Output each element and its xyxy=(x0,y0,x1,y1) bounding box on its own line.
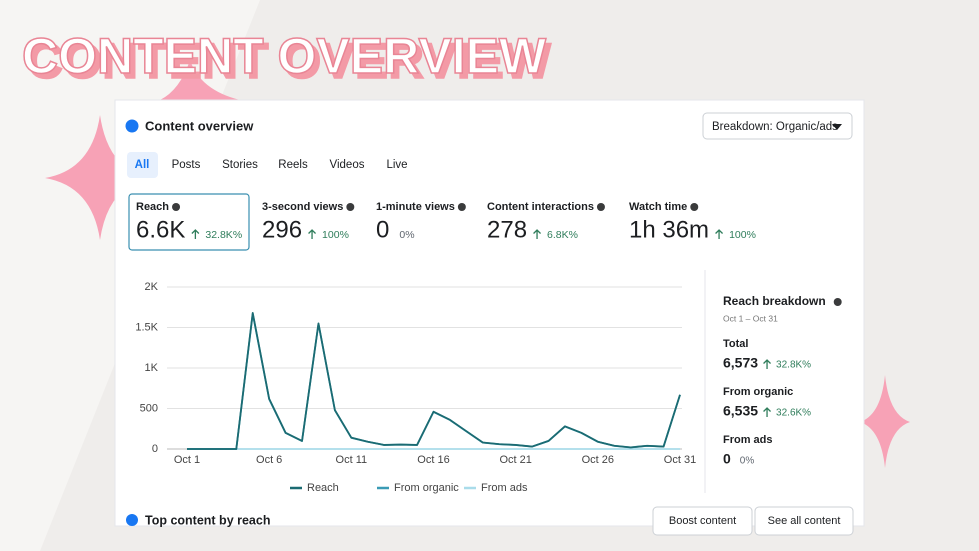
footer-button-label: Boost content xyxy=(669,515,736,527)
info-icon xyxy=(690,203,699,211)
metric-change: 6.8K% xyxy=(547,229,578,241)
sparkle xyxy=(45,115,150,240)
info-icon xyxy=(457,203,466,211)
footer-button-label: See all content xyxy=(768,515,841,527)
tab[interactable]: Live xyxy=(386,159,407,171)
x-tick-label: Oct 16 xyxy=(417,454,449,466)
footer-button[interactable] xyxy=(754,506,854,536)
x-tick-label: Oct 11 xyxy=(336,454,368,466)
tab[interactable]: Posts xyxy=(172,159,201,171)
metric-value: 6.6K xyxy=(136,216,185,243)
line-series xyxy=(187,312,681,450)
banner-title: CONTENT OVERVIEW xyxy=(22,28,547,84)
metric-change: 100% xyxy=(729,229,756,241)
legend-label: From ads xyxy=(481,482,528,494)
sparkle xyxy=(860,375,910,468)
x-tick-label: Oct 1 xyxy=(174,454,200,466)
legend-label: Reach xyxy=(307,482,339,494)
tab[interactable]: Stories xyxy=(222,159,258,171)
fb-icon xyxy=(126,514,138,526)
metric-label[interactable]: Watch time xyxy=(629,201,687,213)
x-tick-label: Oct 21 xyxy=(499,454,531,466)
footer-button[interactable] xyxy=(652,506,753,536)
up-arrow xyxy=(763,407,772,417)
fb-icon xyxy=(125,119,139,133)
breakdown-title: Reach breakdown xyxy=(723,294,826,308)
up-arrow xyxy=(533,229,542,239)
up-arrow xyxy=(308,229,317,239)
y-tick-label: 500 xyxy=(140,402,158,414)
x-tick-label: Oct 26 xyxy=(582,454,614,466)
info-icon xyxy=(833,298,842,306)
info-icon xyxy=(172,203,181,211)
metric-value: 296 xyxy=(262,216,302,243)
metric-label[interactable]: Content interactions xyxy=(487,201,594,213)
metric-change: 0% xyxy=(399,229,414,241)
footer-title: Top content by reach xyxy=(145,513,270,527)
y-tick-label: 2K xyxy=(145,281,159,293)
panel-title: Content overview xyxy=(145,118,254,133)
metric-value: 1h 36m xyxy=(629,216,709,243)
metric-value: 0 xyxy=(376,216,389,243)
tab[interactable]: Videos xyxy=(330,159,365,171)
x-tick-label: Oct 31 xyxy=(664,454,696,466)
legend-label: From organic xyxy=(394,482,459,494)
breakdown-value: 6,535 xyxy=(723,403,758,419)
up-arrow xyxy=(191,229,200,239)
metric-label[interactable]: 3-second views xyxy=(262,201,343,213)
card xyxy=(114,99,865,527)
tab[interactable]: All xyxy=(135,159,150,171)
metric-change: 32.8K% xyxy=(205,229,242,241)
metric-change: 100% xyxy=(322,229,349,241)
y-tick-label: 0 xyxy=(152,443,158,455)
y-tick-label: 1K xyxy=(145,362,159,374)
info-icon xyxy=(346,203,355,211)
x-tick-label: Oct 6 xyxy=(256,454,282,466)
up-arrow xyxy=(715,229,724,239)
tab-active-bg xyxy=(127,152,158,178)
breakdown-value: 6,573 xyxy=(723,355,758,371)
up-arrow xyxy=(763,359,772,369)
info-icon xyxy=(596,203,605,211)
metric-label[interactable]: 1-minute views xyxy=(376,201,455,213)
tab[interactable]: Reels xyxy=(278,159,308,171)
breakdown-label: From organic xyxy=(723,386,793,398)
sparkle xyxy=(160,60,240,100)
dropdown-caret xyxy=(832,124,842,130)
breakdown-button-label: Breakdown: Organic/ads xyxy=(712,121,838,133)
breakdown-button[interactable] xyxy=(702,112,853,140)
breakdown-label: Total xyxy=(723,338,748,350)
metric-selected xyxy=(128,193,250,251)
y-tick-label: 1.5K xyxy=(135,321,158,333)
breakdown-label: From ads xyxy=(723,434,773,446)
breakdown-range: Oct 1 – Oct 31 xyxy=(723,313,778,323)
metric-label[interactable]: Reach xyxy=(136,201,169,213)
breakdown-value: 0 xyxy=(723,451,731,467)
breakdown-change: 32.8K% xyxy=(776,360,811,371)
breakdown-change: 32.6K% xyxy=(776,408,811,419)
metric-value: 278 xyxy=(487,216,527,243)
breakdown-change: 0% xyxy=(740,456,755,467)
